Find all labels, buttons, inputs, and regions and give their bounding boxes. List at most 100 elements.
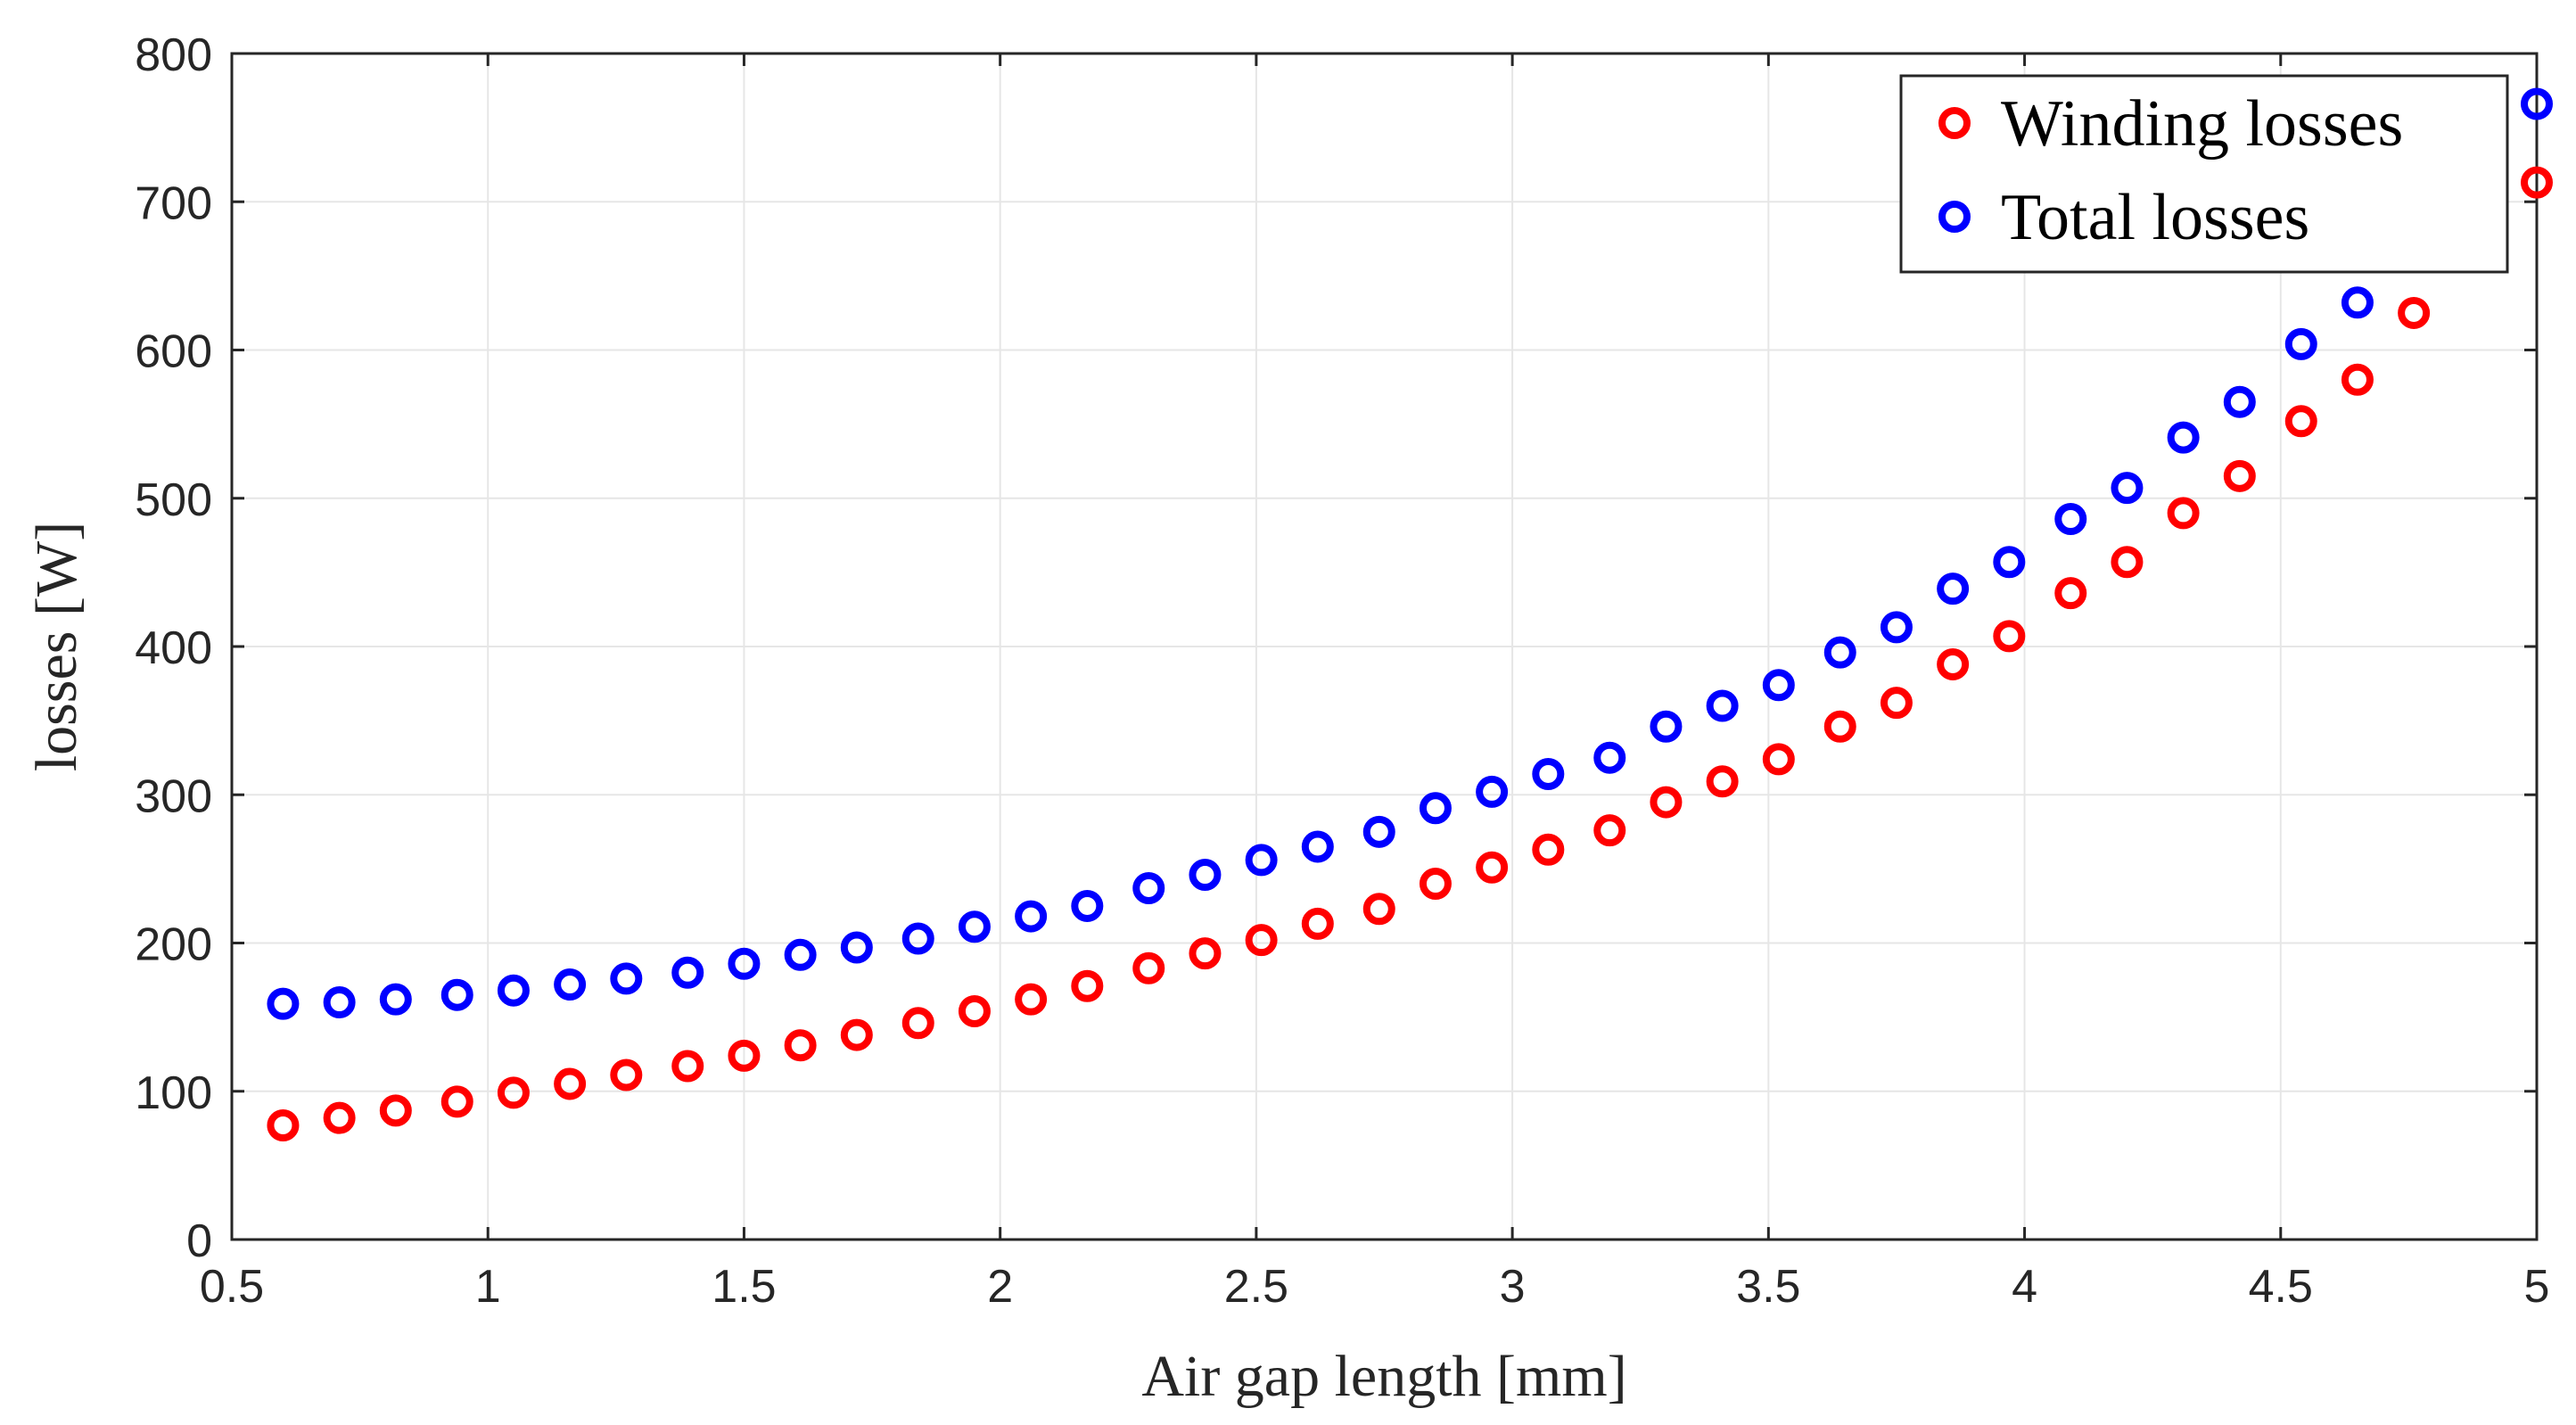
marker-winding-losses — [2521, 166, 2553, 199]
marker-total-losses — [840, 931, 873, 964]
marker-total-losses — [1419, 792, 1452, 825]
x-tick-label: 1.5 — [712, 1261, 776, 1313]
marker-winding-losses — [267, 1108, 300, 1141]
marker-winding-losses — [1476, 851, 1509, 884]
marker-total-losses — [901, 922, 934, 955]
marker-total-losses — [1880, 611, 1913, 644]
y-tick-label: 400 — [135, 622, 212, 674]
x-tick-label: 2 — [987, 1261, 1013, 1313]
legend: Winding losses Total losses — [1899, 74, 2509, 274]
tick-labels: 0.5 1 1.5 2 2.5 3 3.5 4 4.5 5 0 100 200 300 400 500 600 7… — [135, 29, 2549, 1313]
x-tick-label: 3.5 — [1736, 1261, 1800, 1313]
marker-total-losses — [1071, 889, 1104, 922]
marker-total-losses — [1706, 689, 1739, 722]
marker-winding-losses — [1762, 743, 1795, 776]
marker-total-losses — [784, 938, 817, 971]
axes — [230, 52, 2539, 1241]
plot-area-border — [230, 52, 2539, 1241]
x-tick-label: 2.5 — [1224, 1261, 1288, 1313]
marker-winding-losses — [1706, 765, 1739, 798]
marker-total-losses — [958, 910, 991, 943]
marker-total-losses — [1189, 859, 1222, 892]
y-tick-label: 300 — [135, 770, 212, 822]
marker-total-losses — [1132, 871, 1165, 904]
x-tick-label: 4 — [2012, 1261, 2037, 1313]
legend-label-winding-losses: Winding losses — [2001, 87, 2403, 161]
marker-total-losses — [1245, 844, 1278, 877]
marker-winding-losses — [2284, 405, 2317, 438]
data-markers — [267, 87, 2553, 1141]
marker-winding-losses — [2398, 296, 2431, 329]
marker-total-losses — [1015, 900, 1048, 933]
marker-winding-losses — [728, 1039, 761, 1072]
legend-marker-winding-losses — [1938, 107, 1971, 139]
y-tick-label: 100 — [135, 1067, 212, 1119]
marker-total-losses — [2223, 385, 2256, 418]
y-axis-label: losses [W] — [24, 522, 89, 771]
marker-total-losses — [1476, 775, 1509, 808]
marker-winding-losses — [958, 994, 991, 1027]
marker-winding-losses — [2341, 363, 2374, 396]
marker-total-losses — [1593, 741, 1626, 774]
marker-total-losses — [1823, 636, 1856, 669]
marker-total-losses — [323, 986, 356, 1018]
marker-winding-losses — [1245, 924, 1278, 957]
marker-winding-losses — [1593, 814, 1626, 847]
marker-winding-losses — [497, 1076, 530, 1109]
marker-winding-losses — [901, 1007, 934, 1040]
marker-winding-losses — [1301, 907, 1334, 940]
marker-winding-losses — [1071, 969, 1104, 1002]
marker-winding-losses — [671, 1050, 704, 1083]
marker-winding-losses — [2111, 546, 2144, 579]
y-tick-label: 700 — [135, 177, 212, 229]
marker-total-losses — [2521, 87, 2553, 120]
legend-box — [1899, 74, 2509, 274]
y-tick-label: 800 — [135, 29, 212, 81]
marker-total-losses — [554, 968, 587, 1001]
x-tick-label: 3 — [1500, 1261, 1526, 1313]
marker-winding-losses — [1650, 786, 1683, 819]
marker-total-losses — [267, 987, 300, 1020]
marker-winding-losses — [1823, 710, 1856, 743]
marker-winding-losses — [1880, 687, 1913, 720]
marker-winding-losses — [554, 1067, 587, 1100]
marker-winding-losses — [1532, 833, 1565, 866]
y-tick-label: 200 — [135, 919, 212, 971]
x-axis-label: Air gap length [mm] — [1141, 1344, 1626, 1409]
marker-total-losses — [1937, 572, 1970, 605]
y-tick-label: 600 — [135, 326, 212, 378]
marker-total-losses — [2341, 286, 2374, 319]
marker-total-losses — [1650, 710, 1683, 743]
marker-total-losses — [2284, 327, 2317, 360]
marker-total-losses — [440, 978, 473, 1011]
marker-total-losses — [1993, 546, 2026, 579]
marker-total-losses — [671, 956, 704, 989]
marker-winding-losses — [379, 1094, 412, 1127]
marker-winding-losses — [323, 1101, 356, 1134]
marker-total-losses — [1362, 815, 1395, 848]
marker-winding-losses — [2223, 459, 2256, 492]
marker-total-losses — [1532, 757, 1565, 790]
marker-total-losses — [610, 962, 643, 995]
marker-total-losses — [2054, 503, 2087, 536]
marker-total-losses — [2167, 421, 2200, 454]
marker-winding-losses — [784, 1029, 817, 1062]
marker-total-losses — [1301, 830, 1334, 863]
marker-winding-losses — [610, 1058, 643, 1091]
marker-winding-losses — [2167, 497, 2200, 530]
x-tick-label: 4.5 — [2249, 1261, 2313, 1313]
x-tick-label: 1 — [475, 1261, 501, 1313]
x-tick-label: 5 — [2524, 1261, 2550, 1313]
y-tick-label: 0 — [186, 1215, 212, 1267]
marker-winding-losses — [1015, 983, 1048, 1016]
marker-winding-losses — [1937, 647, 1970, 680]
marker-winding-losses — [1362, 893, 1395, 926]
marker-winding-losses — [840, 1018, 873, 1051]
legend-marker-total-losses — [1938, 201, 1971, 233]
marker-total-losses — [2111, 472, 2144, 505]
marker-total-losses — [1762, 669, 1795, 702]
marker-total-losses — [497, 974, 530, 1007]
marker-winding-losses — [1189, 937, 1222, 970]
marker-winding-losses — [1419, 868, 1452, 900]
